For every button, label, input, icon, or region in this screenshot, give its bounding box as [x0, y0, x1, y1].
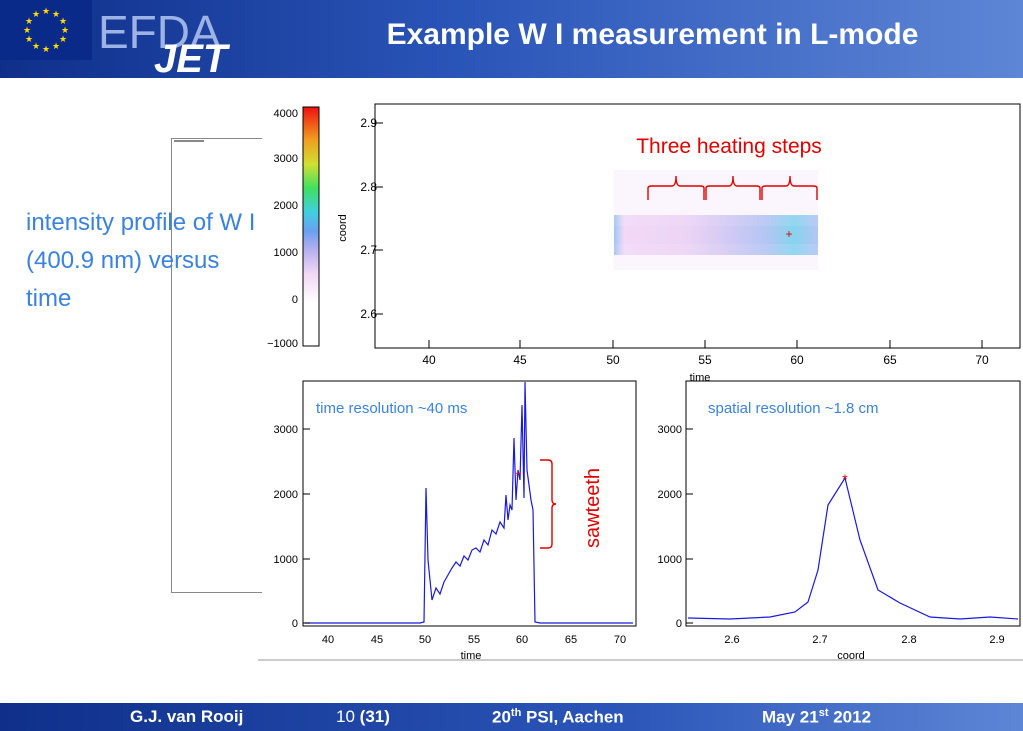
peak-marker: * — [516, 469, 521, 483]
top-contour-plot: + 2.9 2.8 2.7 2.6 40 45 50 55 60 65 70 t… — [337, 103, 1021, 384]
colorbar-tick: 4000 — [274, 108, 298, 120]
colorbar-tick: 3000 — [274, 153, 298, 165]
x-tick: 70 — [614, 634, 626, 646]
x-tick: 60 — [516, 634, 528, 646]
heating-step-braces — [647, 175, 818, 200]
svg-text:EFDA: EFDA — [98, 6, 221, 58]
footer-page: 10 (31) — [336, 707, 390, 726]
x-tick: 50 — [606, 353, 620, 367]
svg-text:★: ★ — [23, 25, 31, 35]
intensity-profile-description: intensity profile of W I (400.9 nm) vers… — [26, 209, 256, 312]
header-bar: ★ ★ ★ ★ ★ ★ ★ ★ ★ ★ ★ ★ EFDA JET Example W I mea… — [0, 0, 1023, 81]
svg-text:JET: JET — [154, 37, 231, 78]
colorbar: 4000 3000 2000 1000 0 −1000 — [267, 106, 320, 350]
side-frame — [171, 138, 262, 593]
y-tick: 2000 — [274, 489, 298, 501]
heating-steps-label: Three heating steps — [636, 135, 822, 158]
footer-bar: G.J. van Rooij 10 (31) 20th PSI, Aachen … — [0, 703, 1023, 731]
x-tick: 2.7 — [812, 634, 827, 646]
colorbar-tick: −1000 — [267, 338, 298, 350]
colorbar-tick: 2000 — [274, 200, 298, 212]
y-tick: 1000 — [274, 554, 298, 566]
y-tick: 2000 — [658, 489, 682, 501]
time-trace-line — [305, 381, 633, 624]
y-tick: 3000 — [274, 424, 298, 436]
time-trace-plot: * 3000 2000 1000 0 40 45 50 55 60 65 70 … — [274, 380, 637, 662]
svg-text:★: ★ — [59, 34, 67, 44]
svg-text:★: ★ — [61, 25, 69, 35]
y-tick: 0 — [292, 618, 298, 630]
svg-text:★: ★ — [42, 6, 50, 16]
time-resolution-label: time resolution ~40 ms — [316, 400, 467, 417]
x-tick: 60 — [790, 353, 804, 367]
svg-text:★: ★ — [32, 9, 40, 19]
y-tick: 3000 — [658, 424, 682, 436]
x-tick: 55 — [698, 353, 712, 367]
svg-text:★: ★ — [25, 16, 33, 26]
peak-marker: + — [785, 227, 792, 241]
footer-author: G.J. van Rooij — [130, 707, 244, 726]
x-tick: 40 — [322, 634, 334, 646]
y-tick: 0 — [676, 618, 682, 630]
svg-text:★: ★ — [52, 9, 60, 19]
svg-text:★: ★ — [52, 41, 60, 51]
svg-text:★: ★ — [42, 44, 50, 54]
frame-divider — [174, 140, 204, 142]
spatial-resolution-label: spatial resolution ~1.8 cm — [708, 400, 879, 417]
x-tick: 45 — [371, 634, 383, 646]
efda-jet-logo: EFDA JET — [92, 0, 282, 81]
x-tick: 50 — [419, 634, 431, 646]
svg-text:★: ★ — [32, 41, 40, 51]
x-tick: 65 — [565, 634, 577, 646]
x-tick: 55 — [468, 634, 480, 646]
x-tick: 70 — [975, 353, 989, 367]
svg-text:★: ★ — [25, 34, 33, 44]
y-axis-label: coord — [337, 214, 349, 242]
sawteeth-label: sawteeth — [582, 468, 604, 548]
footer-date: May 21st 2012 — [762, 707, 872, 727]
y-tick: 2.9 — [360, 116, 377, 130]
svg-text:★: ★ — [59, 16, 67, 26]
eu-flag-logo: ★ ★ ★ ★ ★ ★ ★ ★ ★ ★ ★ ★ — [0, 0, 92, 60]
y-tick: 2.6 — [360, 307, 377, 321]
y-tick: 1000 — [658, 554, 682, 566]
footer-conference: 20th PSI, Aachen — [492, 707, 624, 727]
x-tick: 2.8 — [901, 634, 916, 646]
sawteeth-brace — [540, 459, 557, 549]
x-tick: 65 — [883, 353, 897, 367]
y-tick: 2.7 — [360, 243, 377, 257]
page-title: Example W I measurement in L-mode — [386, 18, 919, 51]
colorbar-tick: 0 — [292, 294, 298, 306]
x-tick: 2.9 — [989, 634, 1004, 646]
spatial-profile-plot: * 3000 2000 1000 0 2.6 2.7 2.8 2.9 coord… — [658, 380, 1021, 662]
x-tick: 2.6 — [724, 634, 739, 646]
x-tick: 45 — [513, 353, 527, 367]
y-tick: 2.8 — [360, 180, 377, 194]
x-tick: 40 — [422, 353, 436, 367]
spatial-profile-line — [687, 476, 1019, 620]
colorbar-tick: 1000 — [274, 247, 298, 259]
peak-marker: * — [842, 471, 848, 487]
